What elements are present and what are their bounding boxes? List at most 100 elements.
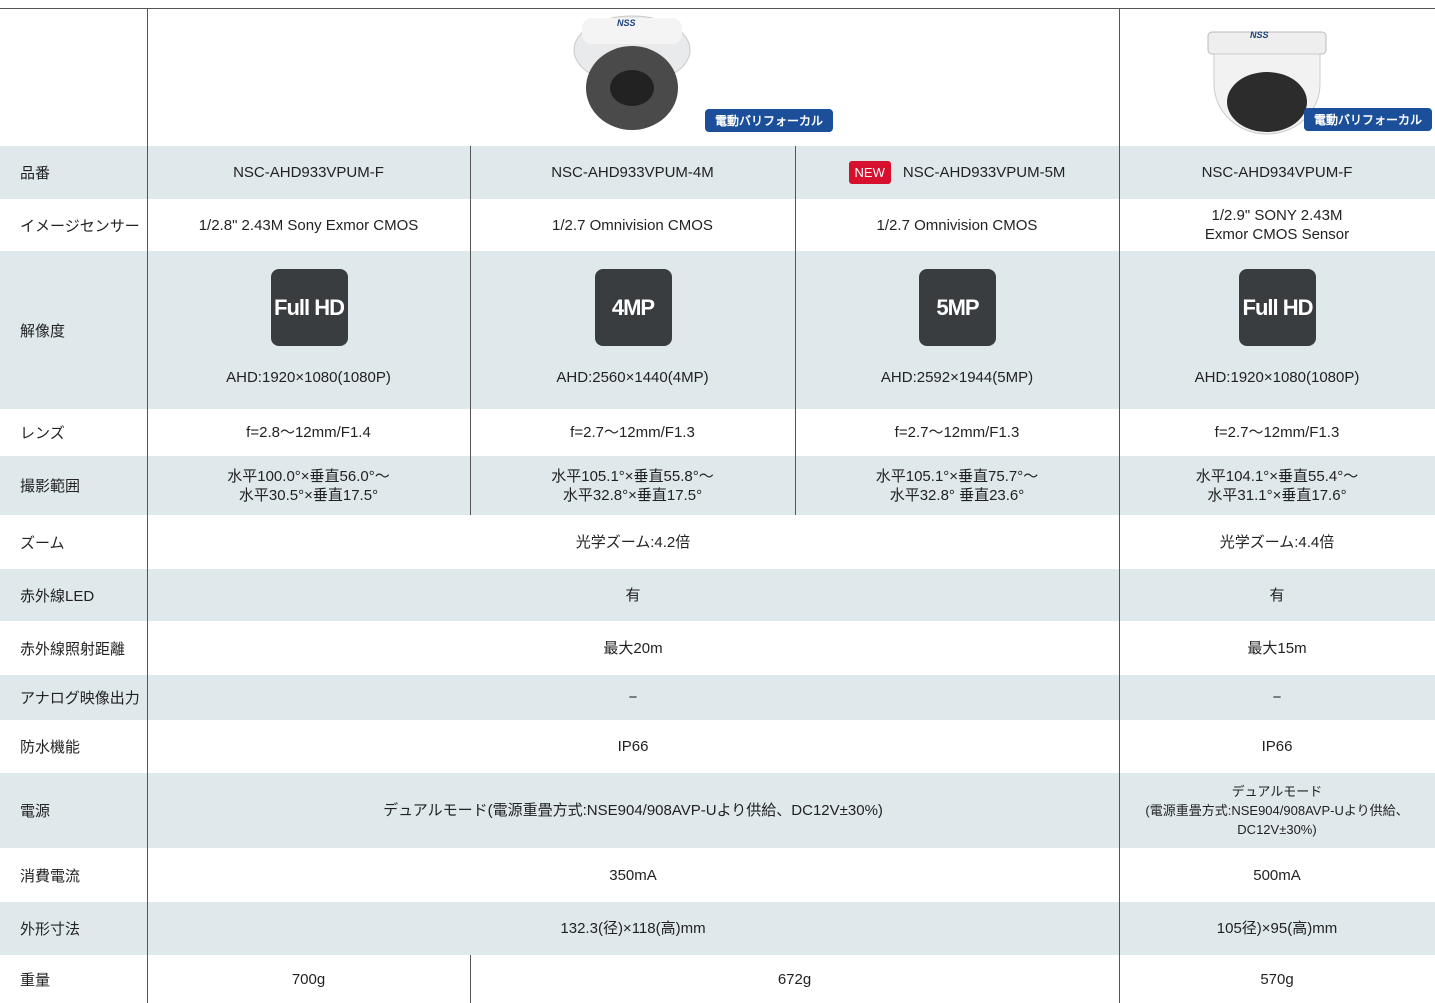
row-label: 赤外線LED [20, 587, 95, 605]
divider [1119, 8, 1120, 1003]
row-label: ズーム [20, 534, 65, 552]
cell-text: 水平104.1°×垂直55.4°〜 水平31.1°×垂直17.6° [1119, 456, 1435, 515]
divider [470, 955, 471, 1003]
cell-value: f=2.7〜12mm/F1.3 [1214, 424, 1340, 441]
row-label: 品番 [20, 165, 51, 182]
cell-value: 570g [1260, 970, 1294, 988]
cell-value: 有 [1269, 586, 1285, 604]
cell-value: 1/2.7 Omnivision CMOS [876, 216, 1038, 234]
cell-text: 光学ズーム:4.2倍 [147, 515, 1119, 569]
cell-text: 有 [1119, 569, 1435, 621]
cell-text: AHD:2560×1440(4MP) [556, 368, 709, 386]
cell-value: NSC-AHD933VPUM-F [233, 164, 384, 181]
divider [470, 146, 471, 199]
divider [470, 251, 471, 409]
cell-value: 光学ズーム:4.4倍 [1219, 533, 1335, 551]
cell-value: NSC-AHD933VPUM-4M [551, 164, 714, 181]
cell-value: 1/2.8" 2.43M Sony Exmor CMOS [198, 216, 419, 234]
cell-value: 水平104.1°×垂直55.4°〜 水平31.1°×垂直17.6° [1195, 467, 1359, 504]
cell-value: 水平105.1°×垂直75.7°〜 水平32.8° 垂直23.6° [875, 467, 1039, 504]
cell-text: 最大20m [147, 621, 1119, 675]
row-bg [0, 773, 1435, 848]
row-label: レンズ [20, 425, 65, 442]
cell-text: 水平100.0°×垂直56.0°〜 水平30.5°×垂直17.5° [147, 456, 470, 515]
row-label: 撮影範囲 [20, 478, 81, 495]
row-bg [0, 146, 1435, 199]
border [0, 8, 1435, 9]
cell-value: 水平105.1°×垂直55.8°〜 水平32.8°×垂直17.5° [551, 467, 714, 504]
row-bg [0, 456, 1435, 515]
new-badge: NEW [848, 161, 891, 184]
camera-image [1207, 31, 1327, 135]
cell-text: 有 [147, 569, 1119, 621]
cell-value: − [628, 689, 638, 706]
cell-value: 最大20m [603, 639, 663, 657]
divider [470, 456, 471, 515]
cell-text: NSC-AHD933VPUM-F [147, 146, 470, 199]
cell-text: AHD:1920×1080(1080P) [226, 368, 391, 386]
cell-value: NSC-AHD934VPUM-F [1201, 164, 1353, 181]
cell-text: f=2.7〜12mm/F1.3 [1119, 409, 1435, 456]
cell-text: 1/2.7 Omnivision CMOS [470, 199, 795, 251]
resolution-icon: Full HD [270, 269, 348, 346]
cell-text: 水平105.1°×垂直75.7°〜 水平32.8° 垂直23.6° [795, 456, 1119, 515]
row-label: 電源 [20, 803, 51, 820]
cell-value: 1/2.9" SONY 2.43M Exmor CMOS Sensor [1204, 207, 1350, 243]
logo: NSS [1250, 30, 1269, 40]
cell-text: 672g [470, 955, 1119, 1003]
cell-value: IP66 [617, 738, 649, 755]
resolution-icon: Full HD [1239, 269, 1316, 346]
cell-value: 500mA [1253, 866, 1301, 884]
divider [795, 199, 796, 251]
cell-text: IP66 [1119, 720, 1435, 773]
cell-value: 700g [291, 970, 326, 988]
cell-value: − [1272, 689, 1282, 706]
cell-text: 1/2.9" SONY 2.43M Exmor CMOS Sensor [1119, 199, 1435, 251]
cell-text: − [1119, 675, 1435, 720]
cell-text: AHD:1920×1080(1080P) [1194, 368, 1360, 386]
cell-text: 500mA [1119, 848, 1435, 902]
cell-text: 光学ズーム:4.4倍 [1119, 515, 1435, 569]
divider [795, 456, 796, 515]
cell-text: NSC-AHD933VPUM-4M [470, 146, 795, 199]
row-label: 消費電流 [20, 867, 81, 885]
cell-text: − [147, 675, 1119, 720]
cell-value: f=2.7〜12mm/F1.3 [570, 424, 695, 441]
cell-value: デュアルモード(電源重畳方式:NSE904/908AVP-Uより供給、DC12V… [383, 802, 883, 819]
cell-value: 105径)×95(高)mm [1216, 920, 1338, 937]
cell-value: デュアルモード (電源重畳方式:NSE904/908AVP-Uより供給、 DC1… [1145, 784, 1409, 837]
row-bg [0, 902, 1435, 955]
feature-badge: 電動バリフォーカル [1304, 108, 1432, 131]
cell-text: 1/2.7 Omnivision CMOS [795, 199, 1119, 251]
cell-value: 350mA [609, 866, 657, 884]
cell-text: IP66 [147, 720, 1119, 773]
row-label: 重量 [20, 971, 51, 989]
cell-value: 光学ズーム:4.2倍 [575, 533, 691, 551]
cell-text: 700g [147, 955, 470, 1003]
row-label: 防水機能 [20, 739, 81, 756]
cell-value: 1/2.7 Omnivision CMOS [552, 216, 713, 234]
divider [795, 251, 796, 409]
resolution-icon: 4MP [594, 269, 672, 346]
cell-text: 1/2.8" 2.43M Sony Exmor CMOS [147, 199, 470, 251]
divider [795, 146, 796, 199]
resolution-icon: 5MP [919, 269, 996, 346]
cell-text: f=2.8〜12mm/F1.4 [147, 409, 470, 456]
row-bg [0, 675, 1435, 720]
row-label: アナログ映像出力 [20, 690, 140, 707]
cell-text: デュアルモード (電源重畳方式:NSE904/908AVP-Uより供給、 DC1… [1119, 773, 1435, 848]
feature-badge: 電動バリフォーカル [705, 109, 833, 132]
divider [470, 409, 471, 456]
cell-text: 570g [1119, 955, 1435, 1003]
cell-text: 132.3(径)×118(高)mm [147, 902, 1119, 955]
cell-value: IP66 [1261, 738, 1293, 755]
cell-value: f=2.8〜12mm/F1.4 [246, 424, 371, 441]
row-bg [0, 569, 1435, 621]
cell-text: 105径)×95(高)mm [1119, 902, 1435, 955]
cell-text: 水平105.1°×垂直55.8°〜 水平32.8°×垂直17.5° [470, 456, 795, 515]
cell-value: f=2.7〜12mm/F1.3 [894, 424, 1020, 441]
row-label: 解像度 [20, 322, 66, 340]
cell-text: 最大15m [1119, 621, 1435, 675]
cell-value: 132.3(径)×118(高)mm [560, 920, 706, 937]
